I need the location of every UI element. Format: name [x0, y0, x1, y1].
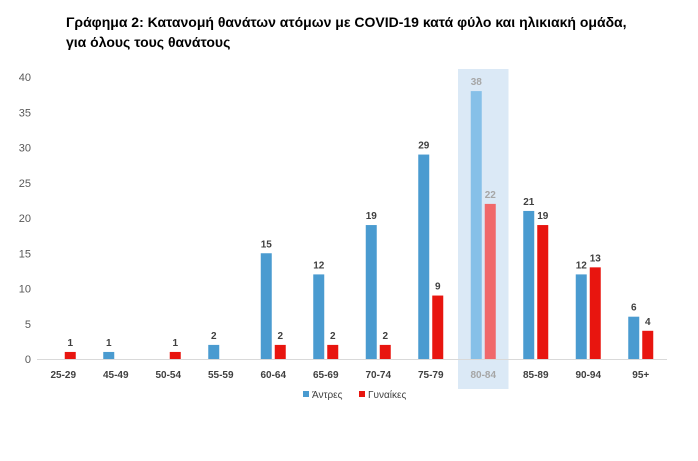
data-label-male-95+: 6 — [631, 303, 637, 314]
x-tick-label: 55-59 — [208, 370, 234, 381]
y-tick-label: 20 — [19, 213, 31, 225]
legend-label-male: Άντρες — [312, 390, 343, 401]
bar-female-80-84 — [484, 203, 496, 359]
bar-male-45-49 — [103, 351, 115, 359]
y-tick-label: 40 — [19, 72, 31, 84]
data-label-male-55-59: 2 — [211, 331, 217, 342]
legend-swatch-male — [303, 391, 309, 397]
data-label-female-70-74: 2 — [382, 331, 388, 342]
bar-female-60-64 — [274, 344, 286, 359]
data-label-male-60-64: 15 — [261, 239, 273, 250]
y-tick-label: 10 — [19, 284, 31, 296]
bar-female-85-89 — [537, 225, 549, 359]
bar-male-85-89 — [523, 210, 535, 359]
y-tick-label: 15 — [19, 248, 31, 260]
bar-female-50-54 — [169, 351, 181, 359]
y-tick-label: 5 — [25, 319, 31, 331]
bar-male-95+ — [628, 316, 640, 359]
x-tick-label: 50-54 — [155, 370, 181, 381]
data-label-female-80-84: 22 — [485, 190, 497, 201]
data-label-female-25-29: 1 — [67, 338, 73, 349]
data-label-male-45-49: 1 — [106, 338, 112, 349]
x-tick-label: 80-84 — [470, 370, 496, 381]
x-tick-label: 60-64 — [260, 370, 286, 381]
highlight-band-80-84 — [458, 69, 509, 389]
chart-title: Γράφημα 2: Κατανομή θανάτων ατόμων με CO… — [66, 14, 627, 50]
data-label-male-85-89: 21 — [523, 197, 535, 208]
bar-female-95+ — [642, 330, 654, 359]
x-tick-label: 45-49 — [103, 370, 129, 381]
bar-male-60-64 — [260, 253, 272, 359]
bar-female-90-94 — [589, 267, 601, 359]
x-tick-label: 70-74 — [365, 370, 391, 381]
data-label-female-50-54: 1 — [172, 338, 178, 349]
bar-female-70-74 — [379, 344, 391, 359]
data-label-male-80-84: 38 — [471, 77, 483, 88]
y-tick-label: 25 — [19, 178, 31, 190]
legend-label-female: Γυναίκες — [368, 389, 406, 401]
data-label-male-90-94: 12 — [576, 260, 588, 271]
data-label-female-75-79: 9 — [435, 282, 441, 293]
bar-female-75-79 — [432, 295, 444, 359]
bar-male-65-69 — [313, 274, 325, 359]
x-tick-label: 95+ — [632, 370, 649, 381]
x-tick-label: 90-94 — [575, 370, 601, 381]
bar-male-55-59 — [208, 344, 220, 359]
x-tick-label: 25-29 — [50, 370, 76, 381]
data-label-female-85-89: 19 — [537, 211, 549, 222]
x-tick-label: 75-79 — [418, 370, 444, 381]
bar-female-65-69 — [327, 344, 339, 359]
data-label-male-70-74: 19 — [366, 211, 378, 222]
data-label-female-60-64: 2 — [277, 331, 283, 342]
data-label-male-65-69: 12 — [313, 260, 325, 271]
x-tick-label: 65-69 — [313, 370, 339, 381]
data-label-female-90-94: 13 — [590, 253, 602, 264]
bar-female-25-29 — [64, 351, 76, 359]
data-label-male-75-79: 29 — [418, 141, 430, 152]
y-tick-label: 30 — [19, 143, 31, 155]
data-label-female-95+: 4 — [645, 317, 651, 328]
bar-male-75-79 — [418, 154, 430, 359]
y-tick-label: 0 — [25, 354, 31, 366]
bar-male-70-74 — [365, 225, 377, 359]
y-tick-label: 35 — [19, 107, 31, 119]
bar-male-90-94 — [575, 274, 587, 359]
legend-swatch-female — [359, 391, 365, 397]
data-label-female-65-69: 2 — [330, 331, 336, 342]
bar-male-80-84 — [470, 91, 482, 359]
x-tick-label: 85-89 — [523, 370, 549, 381]
